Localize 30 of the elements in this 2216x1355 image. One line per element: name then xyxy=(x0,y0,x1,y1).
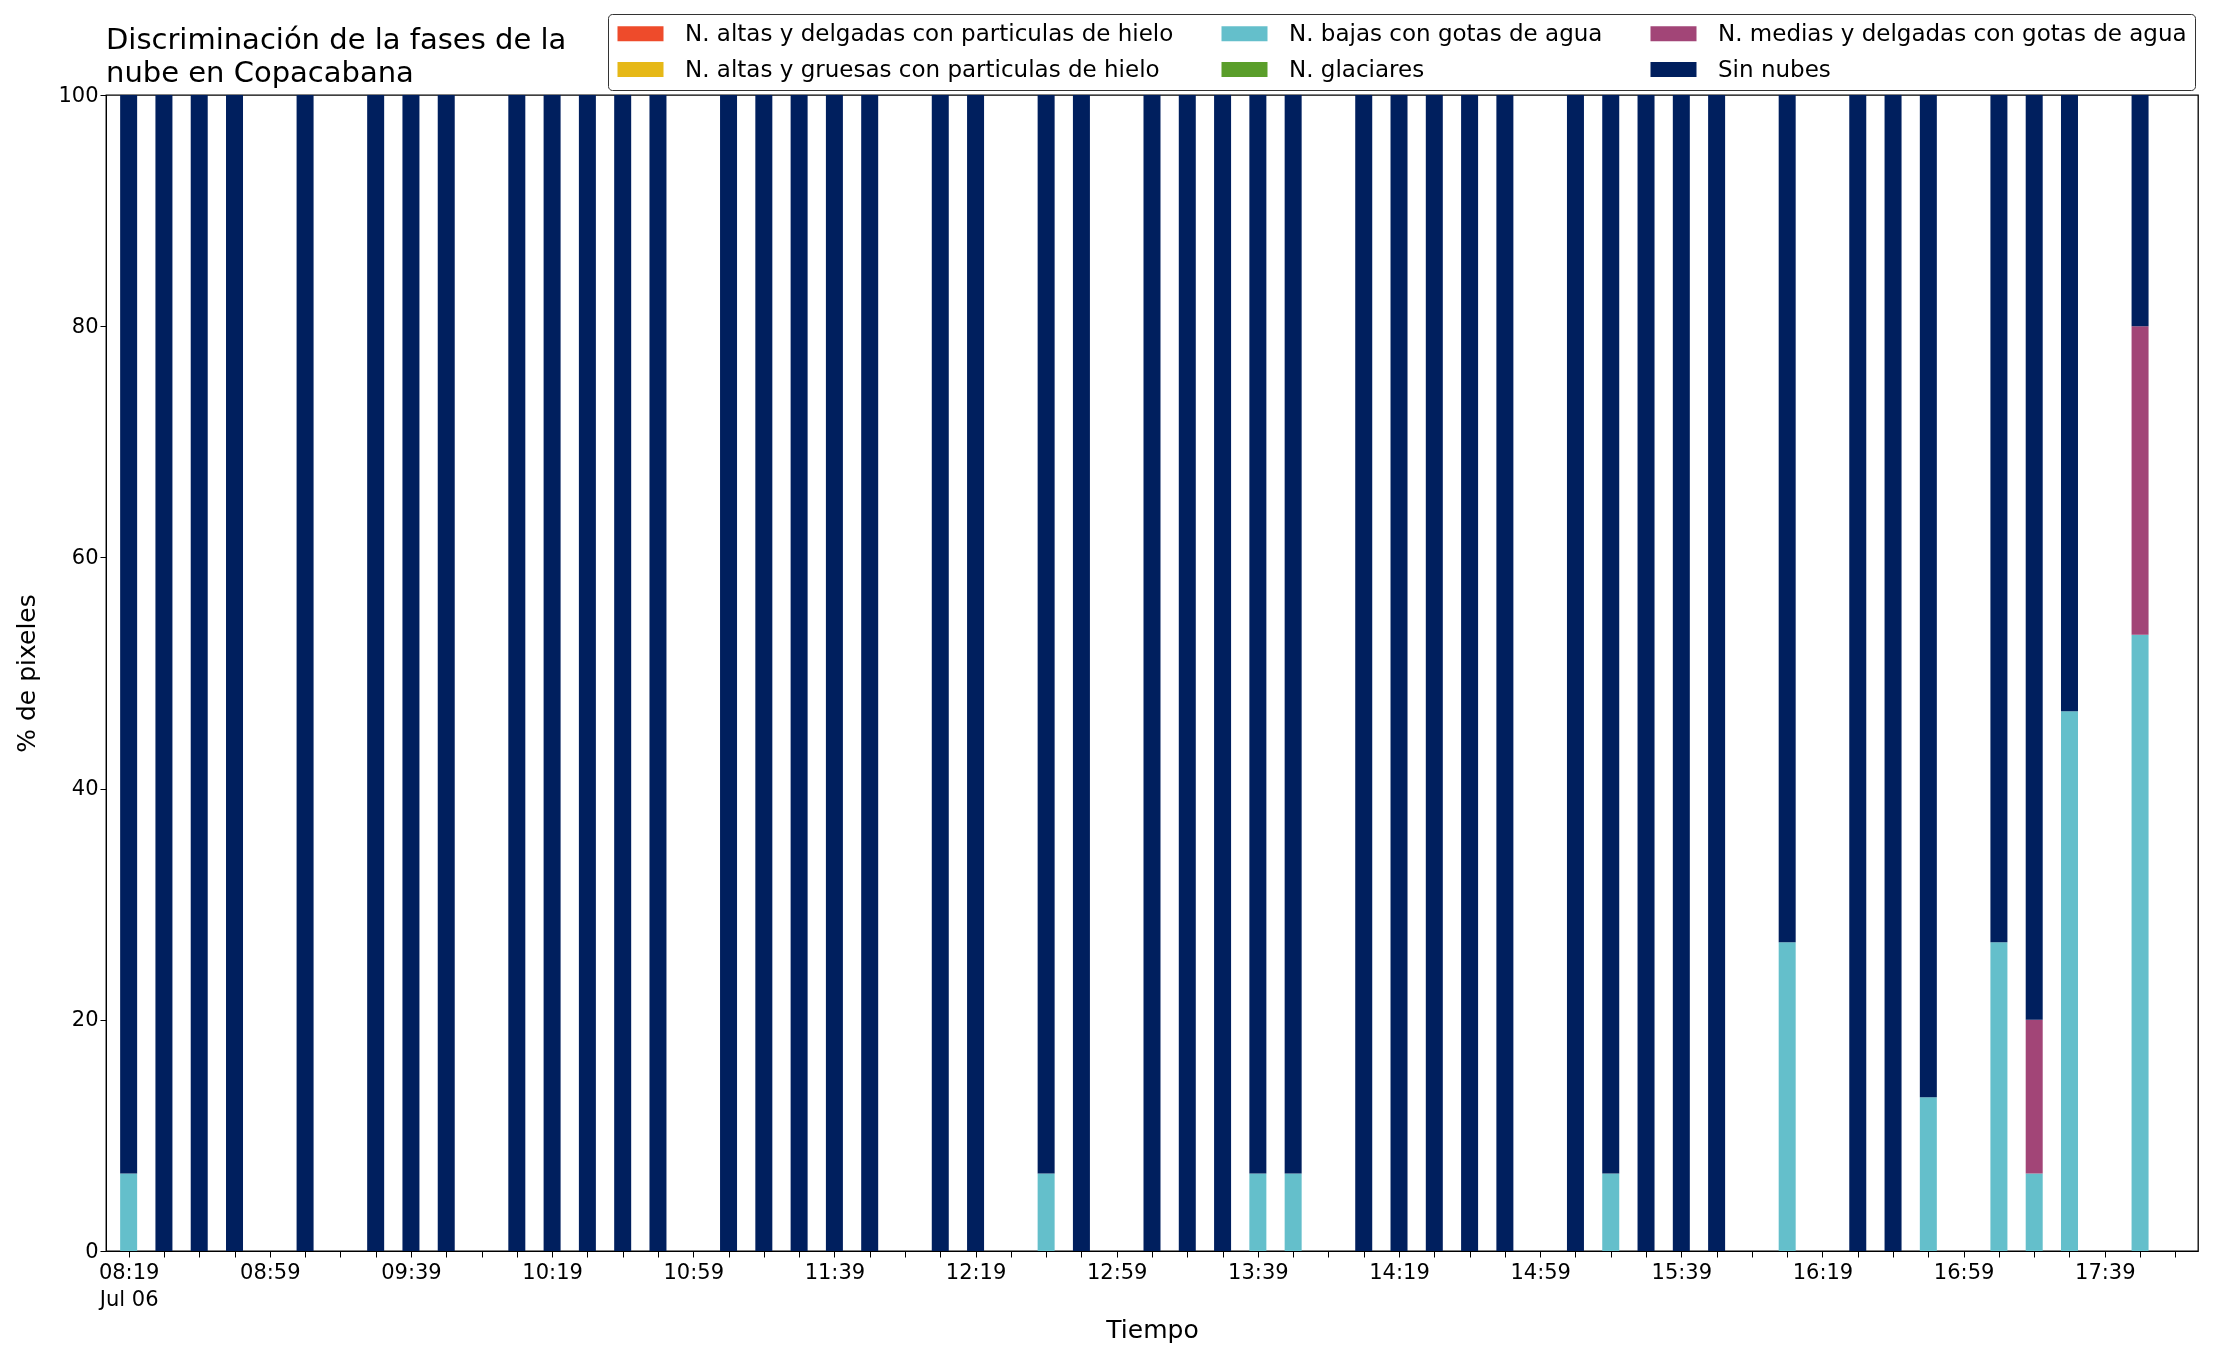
x-tick-label: 10:19 xyxy=(522,1259,583,1284)
y-tick-label: 40 xyxy=(71,776,99,801)
x-tick-label: 10:59 xyxy=(663,1259,725,1284)
y-tick-label: 100 xyxy=(58,82,99,107)
y-axis-title: % de pixeles xyxy=(12,594,42,753)
legend-label: N. altas y gruesas con particulas de hielo xyxy=(685,55,1160,82)
x-tick-label: 12:59 xyxy=(1086,1259,1148,1284)
y-tick-label: 80 xyxy=(71,313,99,338)
chart-title: Discriminación de la fases de la nube en Copacabana xyxy=(106,21,567,89)
x-tick-label: 17:39 xyxy=(2075,1259,2136,1284)
x-axis-title: Tiempo xyxy=(1105,1314,1199,1344)
x-tick-label: 16:19 xyxy=(1792,1259,1854,1284)
legend-label: N. medias y delgadas con gotas de agua xyxy=(1718,19,2187,46)
x-tick-label: 09:39 xyxy=(381,1259,442,1284)
legend-label: N. bajas con gotas de agua xyxy=(1289,19,1603,46)
x-tick-label: 08:59 xyxy=(240,1259,301,1284)
x-tick-label: 14:19 xyxy=(1369,1259,1430,1284)
y-tick-label: 0 xyxy=(85,1238,99,1263)
y-tick-label: 60 xyxy=(71,544,99,569)
x-tick-label: 15:39 xyxy=(1651,1259,1713,1284)
x-tick-label: 12:19 xyxy=(945,1259,1007,1284)
x-tick-label: 13:39 xyxy=(1228,1259,1289,1284)
legend-label: N. glaciares xyxy=(1289,55,1425,82)
x-tick-label: 11:39 xyxy=(804,1259,866,1284)
x-tick-label: 16:59 xyxy=(1933,1259,1995,1284)
legend-label: Sin nubes xyxy=(1718,55,1831,82)
legend-label: N. altas y delgadas con particulas de hielo xyxy=(685,19,1174,46)
x-tick-label: 08:19 Jul 06 xyxy=(97,1259,160,1311)
x-tick-label: 14:59 xyxy=(1510,1259,1571,1284)
y-tick-label: 20 xyxy=(71,1007,99,1032)
